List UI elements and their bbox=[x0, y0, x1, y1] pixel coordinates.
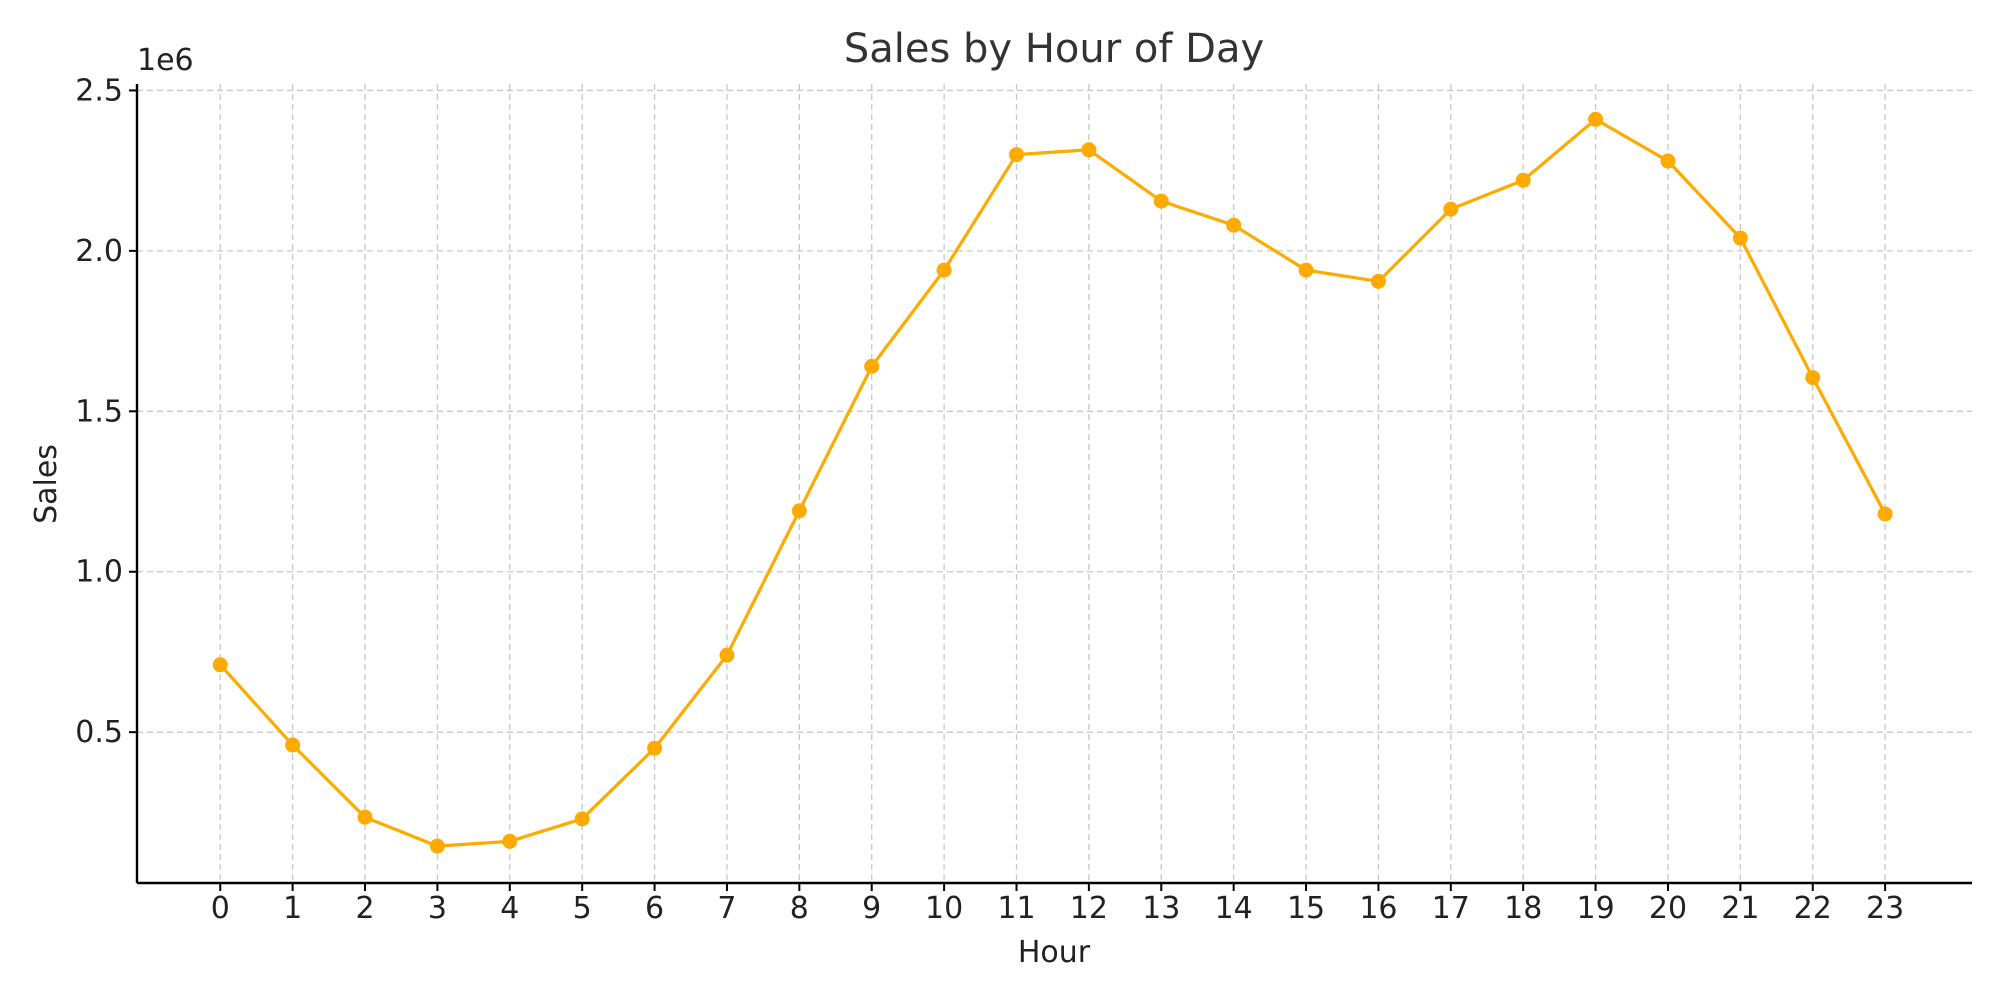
data-point bbox=[429, 838, 445, 854]
x-tick-label: 22 bbox=[1794, 891, 1832, 926]
y-tick-label: 2.0 bbox=[75, 234, 123, 269]
y-tick-label: 2.5 bbox=[75, 73, 123, 108]
axes bbox=[135, 84, 1972, 885]
data-point bbox=[791, 503, 807, 519]
data-point bbox=[1153, 193, 1169, 209]
y-axis-offset-label: 1e6 bbox=[137, 43, 194, 78]
x-tick-label: 20 bbox=[1649, 891, 1687, 926]
data-point bbox=[502, 833, 518, 849]
x-tick-label: 3 bbox=[428, 891, 447, 926]
data-point bbox=[1298, 262, 1314, 278]
chart-title: Sales by Hour of Day bbox=[844, 26, 1264, 72]
x-tick-label: 18 bbox=[1504, 891, 1542, 926]
x-tick-label: 10 bbox=[925, 891, 963, 926]
x-axis-label: Hour bbox=[1018, 935, 1091, 970]
data-point bbox=[1515, 172, 1531, 188]
x-tick-label: 9 bbox=[862, 891, 881, 926]
x-tick-label: 23 bbox=[1866, 891, 1904, 926]
x-tick-label: 4 bbox=[500, 891, 519, 926]
y-tick-label: 1.0 bbox=[75, 555, 123, 590]
data-point bbox=[1732, 230, 1748, 246]
x-tick-label: 2 bbox=[355, 891, 374, 926]
x-tick-label: 21 bbox=[1721, 891, 1759, 926]
ticks: 0 1 2 3 4 5 6 7 8 9 10 11 12 13 14 15 16 17 18 19 20 21 22 230.… bbox=[75, 73, 1904, 926]
data-point bbox=[1443, 201, 1459, 217]
grid bbox=[137, 84, 1972, 883]
data-point bbox=[1226, 217, 1242, 233]
data-point bbox=[719, 647, 735, 663]
x-tick-label: 14 bbox=[1215, 891, 1253, 926]
data-point bbox=[1660, 153, 1676, 169]
x-tick-label: 17 bbox=[1432, 891, 1470, 926]
y-axis-label: Sales bbox=[29, 444, 64, 524]
x-tick-label: 13 bbox=[1142, 891, 1180, 926]
data-point bbox=[647, 740, 663, 756]
x-tick-label: 16 bbox=[1359, 891, 1397, 926]
data-point bbox=[1877, 506, 1893, 522]
data-point bbox=[1370, 273, 1386, 289]
data-point bbox=[864, 358, 880, 374]
y-tick-label: 1.5 bbox=[75, 394, 123, 429]
x-tick-label: 15 bbox=[1287, 891, 1325, 926]
data-point bbox=[936, 262, 952, 278]
series bbox=[212, 111, 1893, 854]
x-tick-label: 1 bbox=[283, 891, 302, 926]
x-tick-label: 12 bbox=[1070, 891, 1108, 926]
data-point bbox=[1805, 370, 1821, 386]
data-point bbox=[1008, 147, 1024, 163]
data-point bbox=[1588, 111, 1604, 127]
x-tick-label: 6 bbox=[645, 891, 664, 926]
x-tick-label: 5 bbox=[573, 891, 592, 926]
data-point bbox=[212, 657, 228, 673]
data-point bbox=[574, 811, 590, 827]
x-tick-label: 8 bbox=[790, 891, 809, 926]
data-point bbox=[357, 809, 373, 825]
y-tick-label: 0.5 bbox=[75, 715, 123, 750]
x-tick-label: 19 bbox=[1576, 891, 1614, 926]
data-point bbox=[285, 737, 301, 753]
x-tick-label: 0 bbox=[211, 891, 230, 926]
series-line bbox=[218, 117, 1887, 848]
x-tick-label: 7 bbox=[717, 891, 736, 926]
x-tick-label: 11 bbox=[997, 891, 1035, 926]
data-point bbox=[1081, 142, 1097, 158]
